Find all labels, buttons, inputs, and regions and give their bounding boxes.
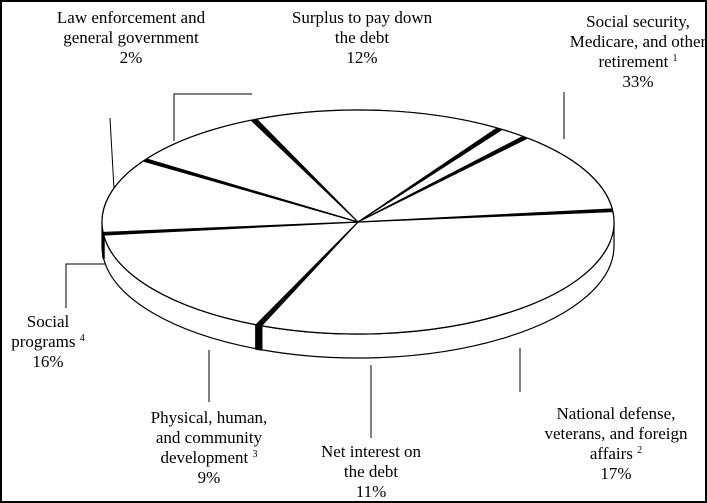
slice-law-enforcement (357, 128, 524, 223)
slice-physical-human (145, 119, 359, 223)
leader-surplus (173, 93, 252, 141)
slice-surplus (357, 137, 613, 223)
pct-net-interest: 11% (355, 482, 387, 501)
slice-national-defense (103, 221, 359, 326)
leader-lines (65, 92, 565, 438)
pct-social-programs: 16% (32, 352, 64, 371)
label-law-enforcement: Law enforcement and general government 2… (56, 8, 206, 67)
pct-law-enforcement: 2% (119, 48, 143, 67)
pct-physical-human: 9% (197, 468, 221, 487)
leader-social-programs (65, 263, 106, 308)
separator-social-security (255, 323, 263, 351)
footnote-marker: 1 (672, 53, 678, 64)
label-social-programs: Social programs 4 16% (11, 312, 85, 371)
pct-surplus: 12% (346, 48, 378, 67)
slice-net-interest (101, 160, 359, 234)
label-physical-human: Physical, human, and community developme… (150, 408, 268, 487)
pct-social-security: 33% (622, 72, 654, 91)
label-net-interest: Net interest on the debt 11% (320, 442, 422, 501)
slice-social-security (260, 210, 615, 335)
slice-social-programs (255, 109, 498, 223)
label-surplus: Surplus to pay down the debt 12% (291, 8, 433, 67)
pct-national-defense: 17% (600, 464, 632, 483)
label-social-security: Social security, Medicare, and other ret… (569, 12, 707, 91)
pie-tops (101, 109, 615, 335)
footnote-marker: 2 (637, 445, 643, 456)
label-national-defense: National defense, veterans, and foreign … (544, 404, 688, 483)
footnote-marker: 3 (252, 449, 258, 460)
footnote-marker: 4 (79, 333, 85, 344)
leader-law-enforcement (109, 117, 115, 190)
